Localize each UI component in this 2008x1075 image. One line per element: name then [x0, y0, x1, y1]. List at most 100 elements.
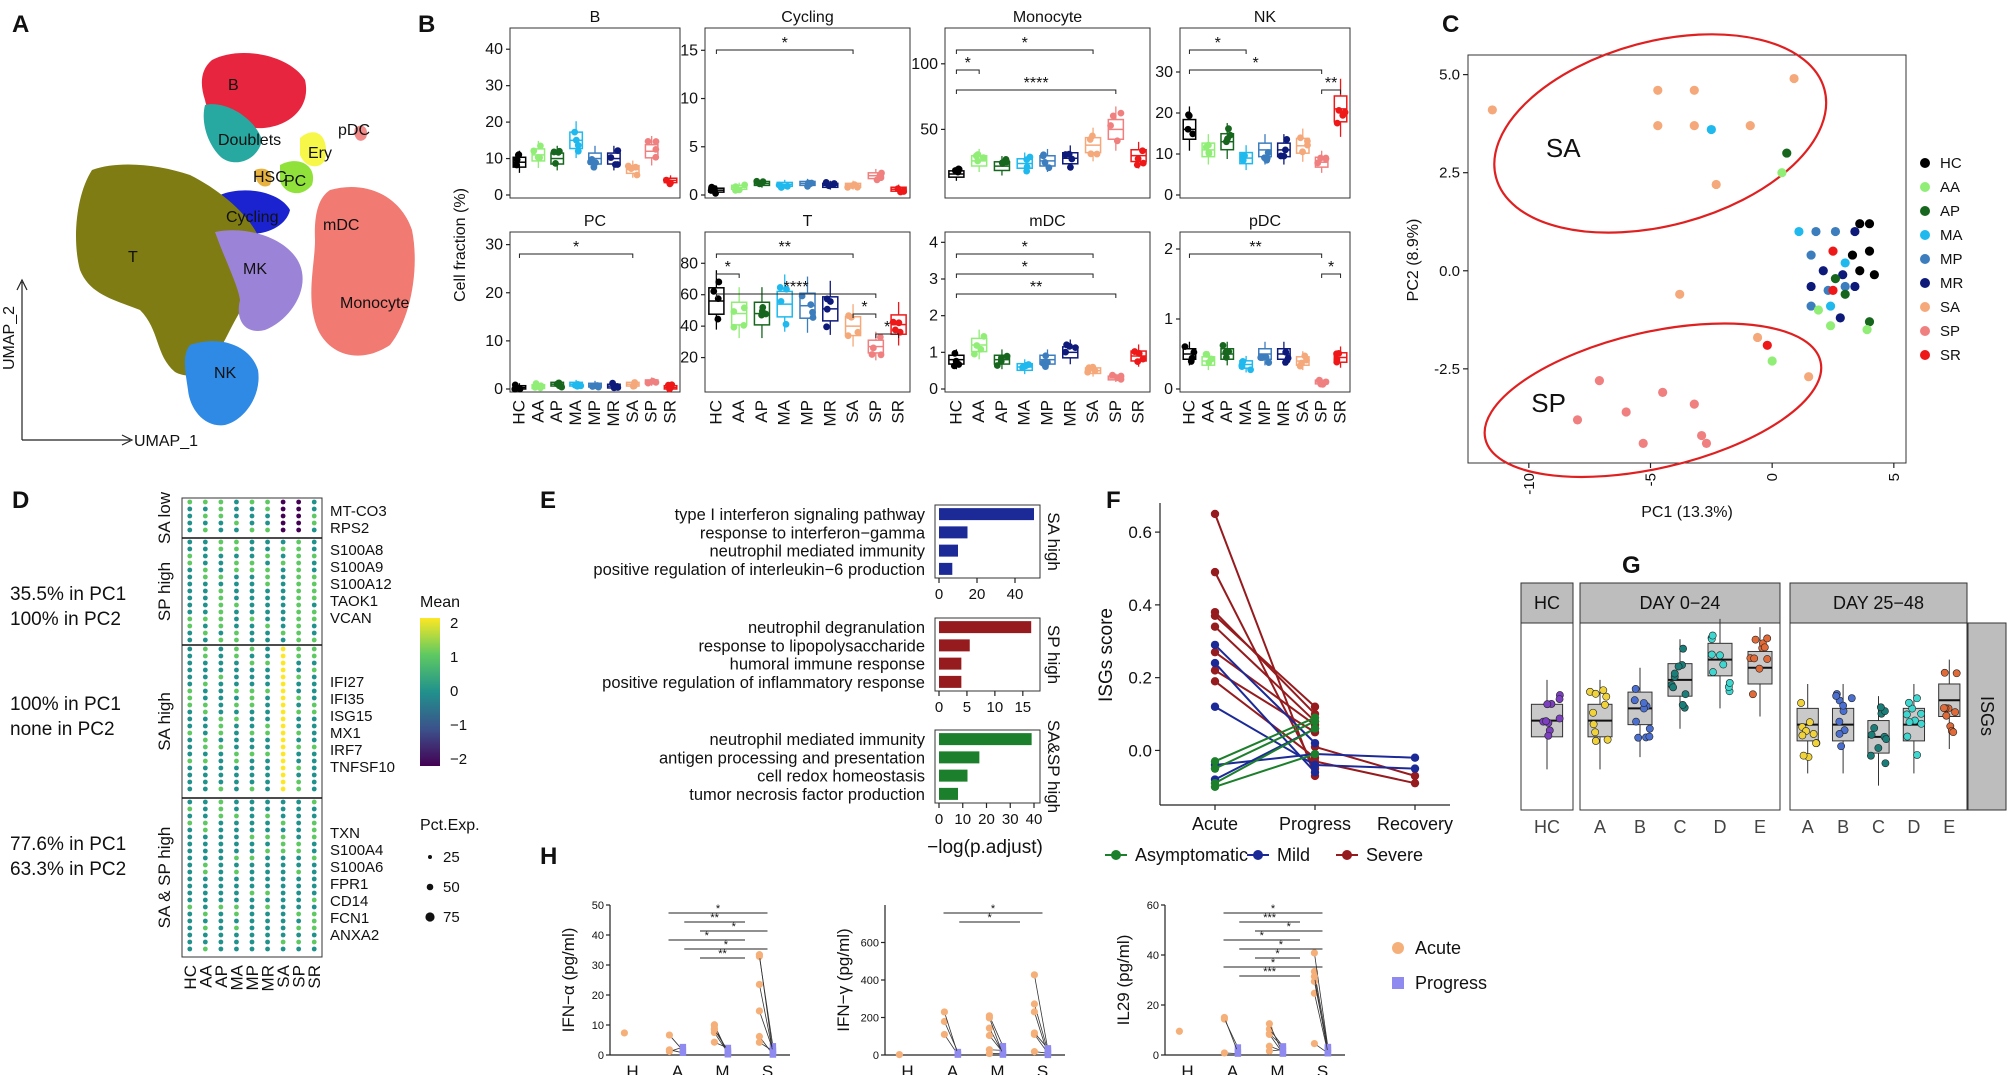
facet-title-PC: PC [584, 213, 606, 230]
dot-SA [280, 925, 286, 931]
umap-label-HSC: HSC [253, 169, 287, 186]
gene-label: CD14 [330, 893, 368, 910]
pca-point-MA [1825, 301, 1836, 311]
dot-MR [265, 623, 270, 629]
panel-a-label: A [12, 11, 29, 38]
dot-SR [311, 667, 317, 673]
y-tick-label: 0.0 [1439, 263, 1460, 280]
legend-label-SA: SA [1940, 299, 1960, 316]
point-E [1952, 669, 1961, 678]
legend-dot-HC [1920, 158, 1930, 168]
dot-MR [265, 723, 270, 729]
dot-HC [187, 772, 193, 778]
dot-AA [202, 946, 208, 952]
dot-SP [296, 869, 302, 875]
dot-AA [202, 911, 208, 917]
point-AP [999, 160, 1007, 167]
point-SA [1093, 150, 1101, 158]
annotation-line: 77.6% in PC1 [10, 834, 126, 855]
pca-point-SP [1658, 387, 1668, 397]
legend-dot-SP [1920, 326, 1930, 336]
legend-label-SR: SR [1940, 347, 1961, 364]
annotation-line: 100% in PC1 [10, 694, 121, 715]
facet-strip-label: DAY 25−48 [1833, 593, 1924, 613]
go-frame [934, 617, 1041, 692]
acute-point [665, 1031, 674, 1039]
dot-MA [234, 813, 239, 819]
dot-MA [234, 723, 239, 729]
dot-MA [234, 637, 239, 643]
facet-B: B 0 10 20 30 40 [485, 9, 681, 204]
y-tick-label: 4 [929, 234, 938, 251]
acute-point [755, 1038, 764, 1046]
dot-HC [187, 716, 193, 722]
go-bar [939, 508, 1034, 521]
dot-SA [280, 786, 286, 792]
point-D [1917, 709, 1926, 718]
pca-point-AP [1864, 317, 1875, 327]
dot-AP [218, 765, 224, 771]
acute-point [1220, 1049, 1228, 1057]
point-A [1591, 728, 1600, 737]
umap-x-arrow [121, 434, 134, 446]
point-HC [1544, 731, 1553, 740]
dot-SP [296, 609, 302, 615]
dot-SP [296, 786, 302, 792]
pair-line [1224, 1017, 1239, 1053]
sig-bracket [1188, 69, 1323, 74]
gene-label: TNFSF10 [330, 759, 395, 776]
point-MR [1066, 342, 1073, 350]
point-SA [854, 328, 862, 336]
point-MR [614, 147, 622, 154]
dot-HC [187, 623, 193, 629]
dot-MA [234, 799, 239, 805]
dot-SP [296, 595, 302, 601]
dot-AA [202, 716, 208, 722]
point-AP [553, 380, 561, 388]
dot-SR [311, 506, 317, 512]
point-AP [758, 311, 766, 319]
x-tick-label: 0 [935, 699, 943, 716]
panel-h-label: H [540, 843, 557, 870]
dot-AP [218, 862, 224, 868]
dot-MR [265, 588, 270, 594]
pca-point-SP [1572, 415, 1583, 425]
dot-SP [296, 876, 302, 882]
go-bar [939, 639, 970, 652]
dot-HC [187, 560, 193, 566]
pca-point-AA [1862, 325, 1872, 335]
dot-AA [202, 520, 208, 526]
progress-point [999, 1042, 1007, 1050]
point-MR [1277, 152, 1285, 160]
point-MA [1238, 361, 1246, 369]
progress-point [1044, 1049, 1052, 1057]
pca-point-SP [1594, 376, 1604, 386]
row-group-label: SA high [155, 692, 174, 751]
point-SA [1297, 134, 1304, 142]
dot-SP [296, 730, 302, 736]
acute-point [1030, 971, 1038, 979]
point-HC [955, 165, 963, 173]
point-MR [823, 305, 831, 313]
dot-AP [218, 827, 224, 833]
point-SA [1087, 150, 1095, 158]
dot-MP [249, 709, 255, 715]
dot-AA [202, 581, 208, 587]
dot-MP [249, 616, 255, 622]
y-tick-label: 200 [861, 1013, 879, 1025]
point-MP [1264, 149, 1272, 156]
dot-AP [218, 560, 224, 566]
acute-point [1030, 1048, 1038, 1056]
point-MP [1042, 352, 1050, 360]
point-SA [847, 313, 855, 321]
pca-point-MR [1806, 281, 1816, 292]
umap-cluster-MK [215, 230, 303, 331]
y-tick-label: 600 [861, 938, 879, 950]
facet-strip-label: HC [1534, 593, 1560, 613]
dot-HC [187, 827, 193, 833]
point-AA [537, 384, 544, 392]
point-SP [873, 176, 881, 184]
point-A [1798, 731, 1807, 740]
dot-MR [265, 869, 270, 875]
